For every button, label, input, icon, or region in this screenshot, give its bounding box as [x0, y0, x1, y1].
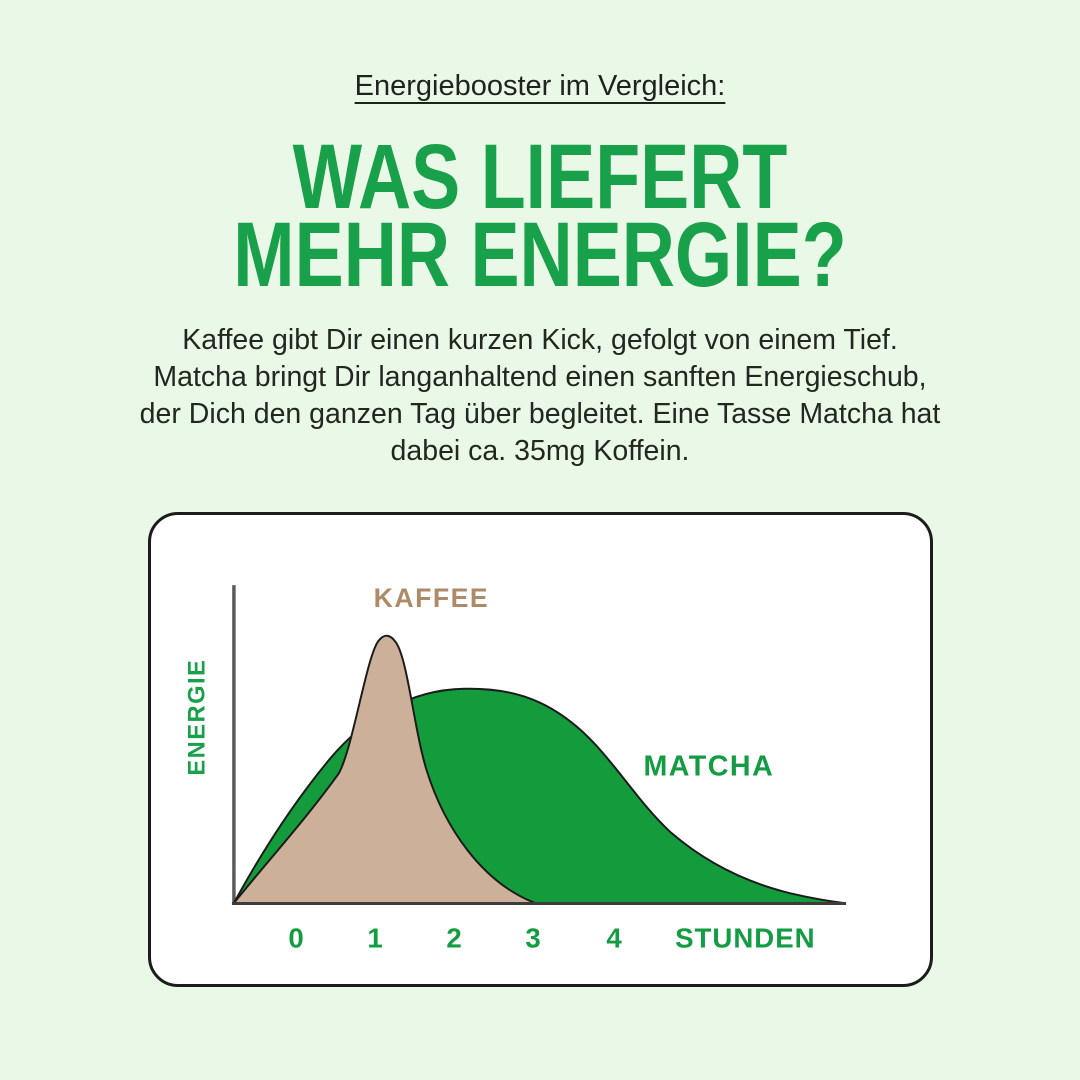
tick-label-4: 4	[606, 922, 622, 953]
tick-label-2: 2	[446, 922, 461, 953]
matcha-label: MATCHA	[643, 751, 774, 783]
kaffee-area	[232, 634, 537, 905]
chart-card: KAFFEE MATCHA ENERGIE 0 1 2 3 4 STUNDEN	[148, 512, 933, 987]
stunden-axis-label: STUNDEN	[675, 922, 815, 953]
kicker-text: Energiebooster im Vergleich:	[354, 70, 726, 102]
tick-label-0: 0	[288, 922, 303, 953]
tick-label-1: 1	[367, 922, 382, 953]
page-title: WAS LIEFERT MEHR ENERGIE?	[233, 126, 847, 306]
kaffee-label: KAFFEE	[374, 583, 489, 613]
energie-axis-label: ENERGIE	[184, 659, 210, 776]
energy-chart-svg: KAFFEE MATCHA ENERGIE 0 1 2 3 4 STUNDEN	[184, 583, 847, 953]
tick-label-3: 3	[525, 922, 540, 953]
intro-paragraph: Kaffee gibt Dir einen kurzen Kick, gefol…	[139, 324, 941, 467]
